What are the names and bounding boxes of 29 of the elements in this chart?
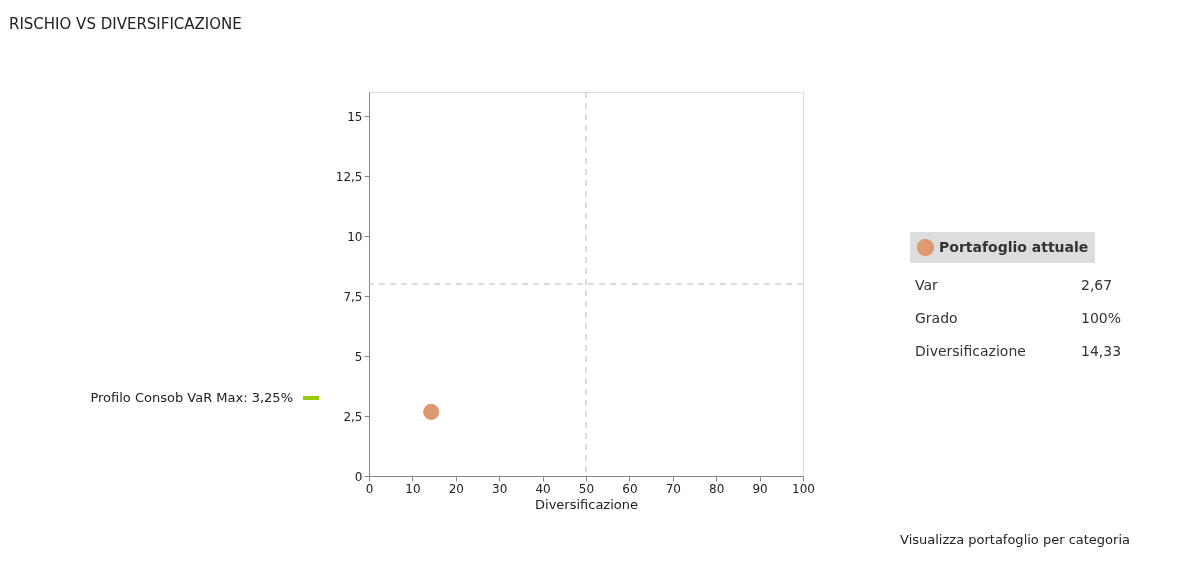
text: 100% <box>1081 310 1122 326</box>
x-tick-label: 30 <box>492 481 508 496</box>
y-tick-label: 7,5 <box>343 289 363 304</box>
x-tick-label: 0 <box>365 481 374 496</box>
text: Visualizza portafoglio per categoria <box>900 532 1130 547</box>
x-tick-label: 50 <box>578 481 595 496</box>
y-tick-label: 0 <box>354 469 363 484</box>
x-tick-label: 70 <box>665 481 681 496</box>
text: Diversificazione <box>915 343 1026 359</box>
y-tick-label: 12,5 <box>335 169 363 184</box>
x-tick-label: 80 <box>709 481 725 496</box>
x-axis-title: Diversificazione <box>535 496 638 512</box>
y-tick-label: 15 <box>347 109 363 124</box>
x-tick-label: 10 <box>405 481 421 496</box>
x-tick-label: 20 <box>448 481 464 496</box>
y-tick-label: 2,5 <box>343 409 363 424</box>
y-tick-label: 10 <box>347 229 363 244</box>
x-tick-label: 90 <box>752 481 768 496</box>
x-tick-label: 60 <box>622 481 638 496</box>
text: Grado <box>915 310 958 326</box>
legend-label: Portafoglio attuale <box>939 238 1089 255</box>
x-tick-label: 40 <box>535 481 551 496</box>
text: RISCHIO VS DIVERSIFICAZIONE <box>9 15 242 33</box>
ref-line-label: Profilo Consob VaR Max: 3,25% <box>90 390 293 405</box>
x-tick-label: 100 <box>792 481 815 496</box>
text: 2,67 <box>1081 277 1113 293</box>
y-tick-label: 5 <box>354 349 363 364</box>
text: 14,33 <box>1081 343 1122 359</box>
text: Var <box>915 277 939 293</box>
